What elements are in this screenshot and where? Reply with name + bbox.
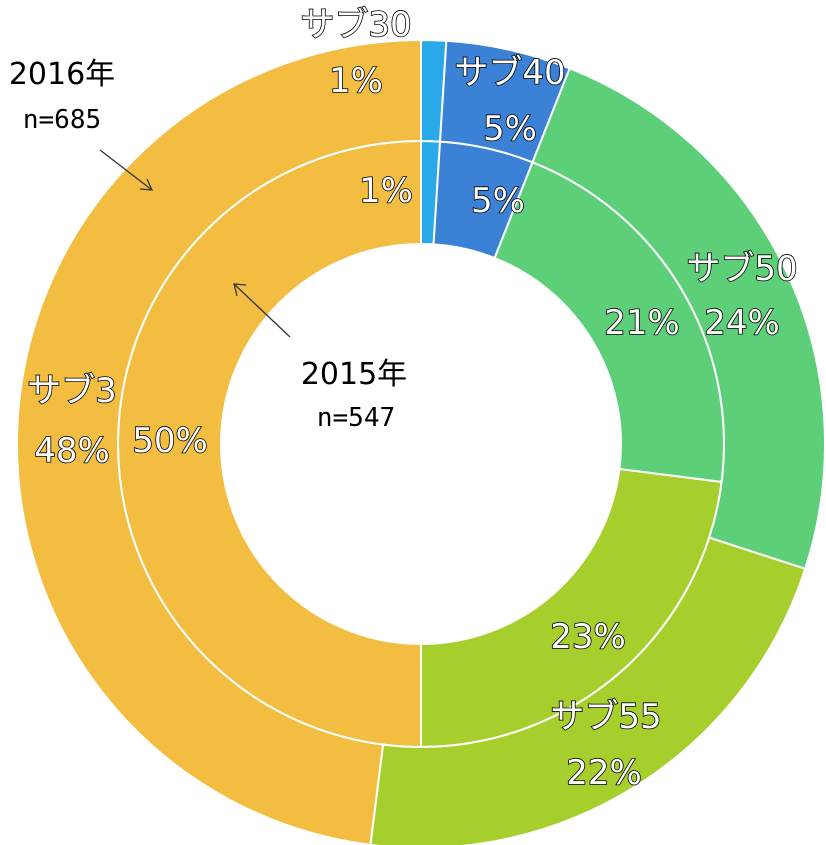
series-n-2016: n=685 — [23, 105, 101, 135]
leader-lines-group — [99, 149, 291, 338]
value-label-2015-sub30: 1% — [359, 171, 413, 211]
series-name-2016: 2016年 — [9, 57, 115, 92]
value-label-2016-sub55: 22% — [566, 753, 642, 793]
value-label-2015-sub55: 23% — [550, 617, 626, 657]
slice-outer-sub55 — [369, 536, 807, 845]
category-label-sub3: サブ3 — [27, 371, 117, 411]
labels-group: 2016年 n=685 2015年 n=547 サブ30 サブ40 サブ50 サ… — [9, 4, 799, 794]
series-n-2015: n=547 — [317, 403, 395, 433]
leader-line-2016 — [99, 149, 153, 191]
category-label-sub40: サブ40 — [454, 53, 565, 93]
value-label-2015-sub40: 5% — [471, 181, 525, 221]
leader-arrowhead-2016 — [139, 178, 154, 191]
category-label-sub50: サブ50 — [686, 249, 797, 289]
leader-line-2015 — [233, 283, 291, 338]
slice-outer-sub3 — [16, 38, 422, 845]
slices-group — [16, 38, 826, 845]
category-label-sub55: サブ55 — [550, 697, 661, 737]
category-label-sub30: サブ30 — [300, 5, 411, 45]
value-label-2015-sub50: 21% — [604, 303, 680, 343]
value-label-2016-sub50: 24% — [704, 303, 780, 343]
leader-arrowhead-2015 — [233, 283, 247, 297]
value-label-2016-sub30: 1% — [329, 61, 383, 101]
slice-outer-sub50 — [531, 67, 826, 571]
value-label-2016-sub3: 48% — [34, 431, 110, 471]
series-name-2015: 2015年 — [301, 357, 407, 392]
value-label-2015-sub3: 50% — [132, 421, 208, 461]
value-label-2016-sub40: 5% — [483, 109, 537, 149]
